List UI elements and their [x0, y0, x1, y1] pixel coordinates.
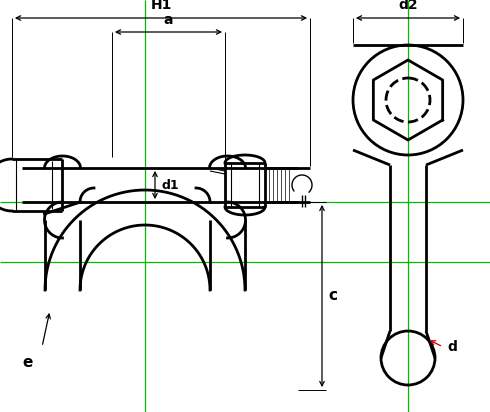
- Text: c: c: [328, 288, 337, 304]
- Text: H1: H1: [150, 0, 172, 12]
- Text: d2: d2: [398, 0, 418, 12]
- Text: d1: d1: [161, 179, 179, 192]
- Text: e: e: [22, 355, 32, 370]
- Text: d: d: [447, 340, 457, 354]
- Text: a: a: [164, 13, 173, 27]
